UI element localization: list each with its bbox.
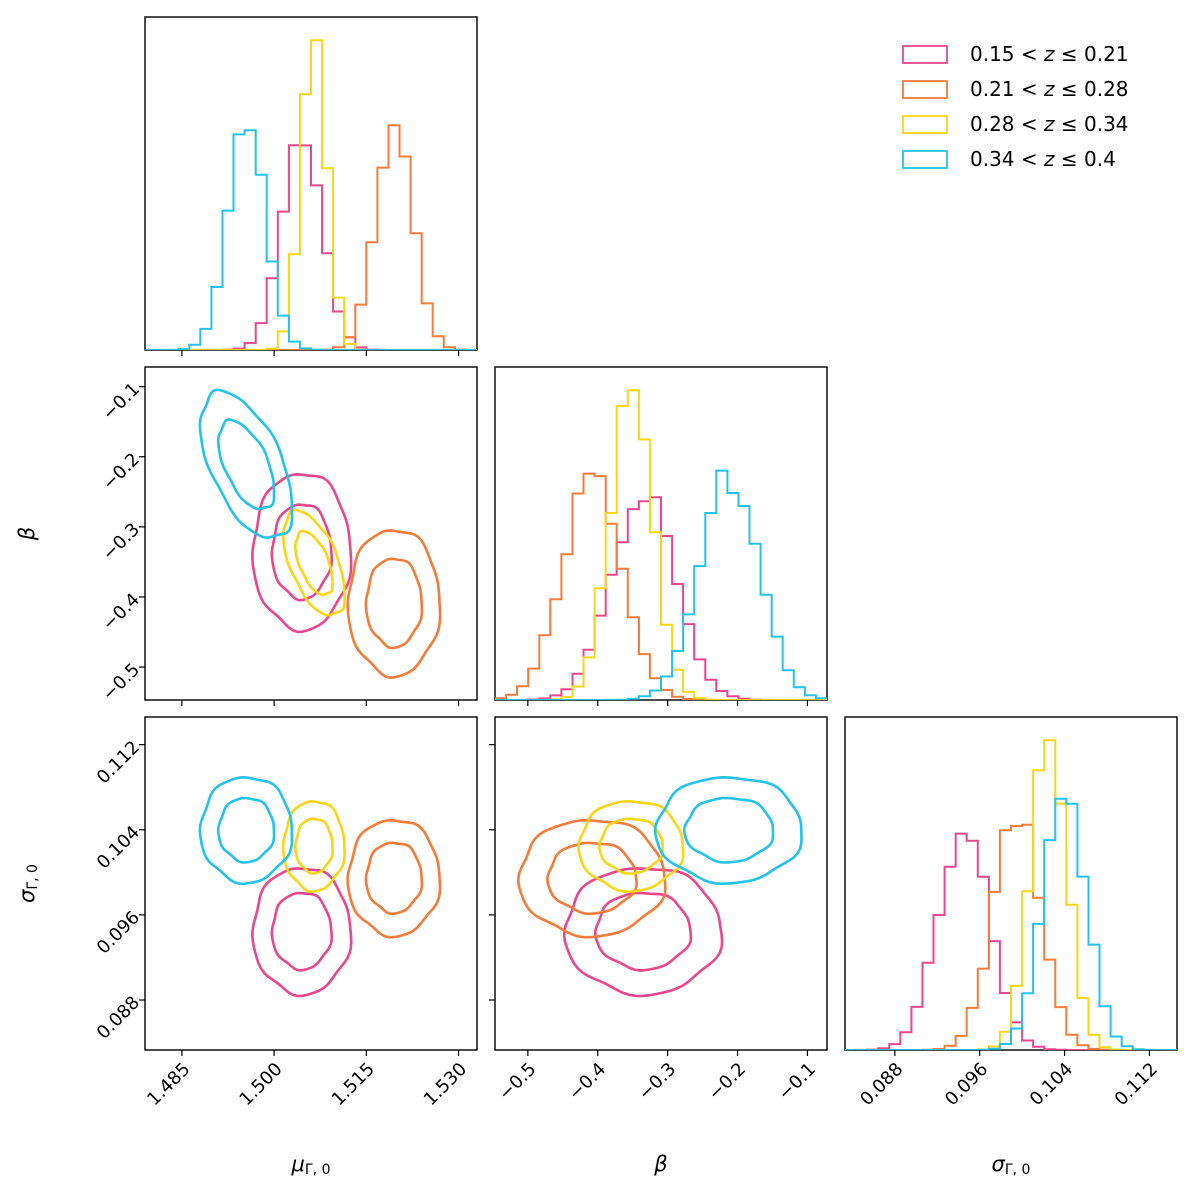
axes-sigma-mu: [139, 716, 478, 1056]
histogram-mu-series-1: [145, 124, 477, 350]
legend-swatch: [902, 150, 948, 169]
contour-mu-beta-series-1-level-1: [346, 529, 442, 679]
histogram-beta-series-3: [495, 469, 827, 700]
legend: 0.15 < z ≤ 0.21 0.21 < z ≤ 0.28 0.28 < z ≤…: [902, 42, 1129, 171]
histogram-sigma-series-3: [845, 797, 1177, 1050]
axes-beta-beta: [494, 366, 828, 706]
contour-beta-sigma-series-3-level-0: [682, 796, 775, 864]
contour-mu-sigma-series-2-level-0: [294, 817, 334, 875]
contour-mu-sigma-series-2-level-1: [281, 799, 346, 894]
legend-label: 0.21 < z ≤ 0.28: [970, 77, 1129, 101]
contour-mu-beta-series-3-level-0: [216, 418, 276, 511]
histogram-mu-series-3: [145, 129, 477, 350]
contour-beta-sigma-series-2-level-1: [577, 799, 685, 894]
axes-frame: [144, 716, 478, 1051]
axes-sigma-beta: [489, 716, 828, 1056]
x-axis-label-mu: μΓ, 0: [291, 1152, 331, 1178]
y-axis-label-beta: β: [15, 527, 39, 541]
histogram-sigma-series-2: [845, 739, 1177, 1050]
contour-mu-sigma-series-1-level-0: [364, 841, 424, 916]
contour-mu-sigma-series-0-level-0: [270, 891, 334, 972]
contour-beta-sigma-series-3-level-1: [653, 775, 803, 886]
contour-mu-beta-series-1-level-0: [364, 557, 424, 650]
legend-swatch: [902, 115, 948, 134]
axes-frame: [494, 366, 828, 701]
contour-mu-sigma-series-1-level-1: [346, 818, 442, 939]
axes-frame: [844, 716, 1178, 1051]
contour-beta-sigma-series-0-level-0: [593, 891, 693, 972]
histogram-mu-series-2: [145, 39, 477, 350]
contour-mu-sigma-series-3-level-1: [198, 775, 294, 886]
contour-mu-beta-series-0-level-1: [251, 472, 353, 634]
contour-beta-sigma-series-1-level-1: [517, 818, 667, 939]
legend-swatch: [902, 45, 948, 64]
contour-mu-beta-series-2-level-0: [294, 529, 334, 597]
legend-label: 0.34 < z ≤ 0.4: [970, 147, 1116, 171]
contour-mu-sigma-series-0-level-1: [251, 867, 353, 998]
legend-swatch: [902, 80, 948, 99]
x-axis-label-beta: β: [653, 1152, 667, 1176]
contour-mu-beta-series-3-level-1: [198, 388, 294, 539]
histogram-beta-series-1: [495, 472, 827, 700]
legend-label: 0.28 < z ≤ 0.34: [970, 112, 1129, 136]
axes-frame: [494, 716, 828, 1051]
x-axis-label-sigma: σΓ, 0: [992, 1152, 1031, 1178]
legend-label: 0.15 < z ≤ 0.21: [970, 42, 1129, 66]
contour-beta-sigma-series-2-level-0: [598, 817, 665, 875]
y-axis-label-sigma: σΓ, 0: [15, 864, 41, 903]
axes-beta-mu: [139, 366, 478, 706]
histogram-sigma-series-0: [845, 832, 1177, 1050]
axes-mu-mu: [144, 16, 478, 356]
contour-mu-sigma-series-3-level-0: [216, 796, 276, 864]
axes-frame: [144, 366, 478, 701]
contour-beta-sigma-series-1-level-0: [546, 841, 638, 916]
axes-sigma-sigma: [844, 716, 1178, 1056]
